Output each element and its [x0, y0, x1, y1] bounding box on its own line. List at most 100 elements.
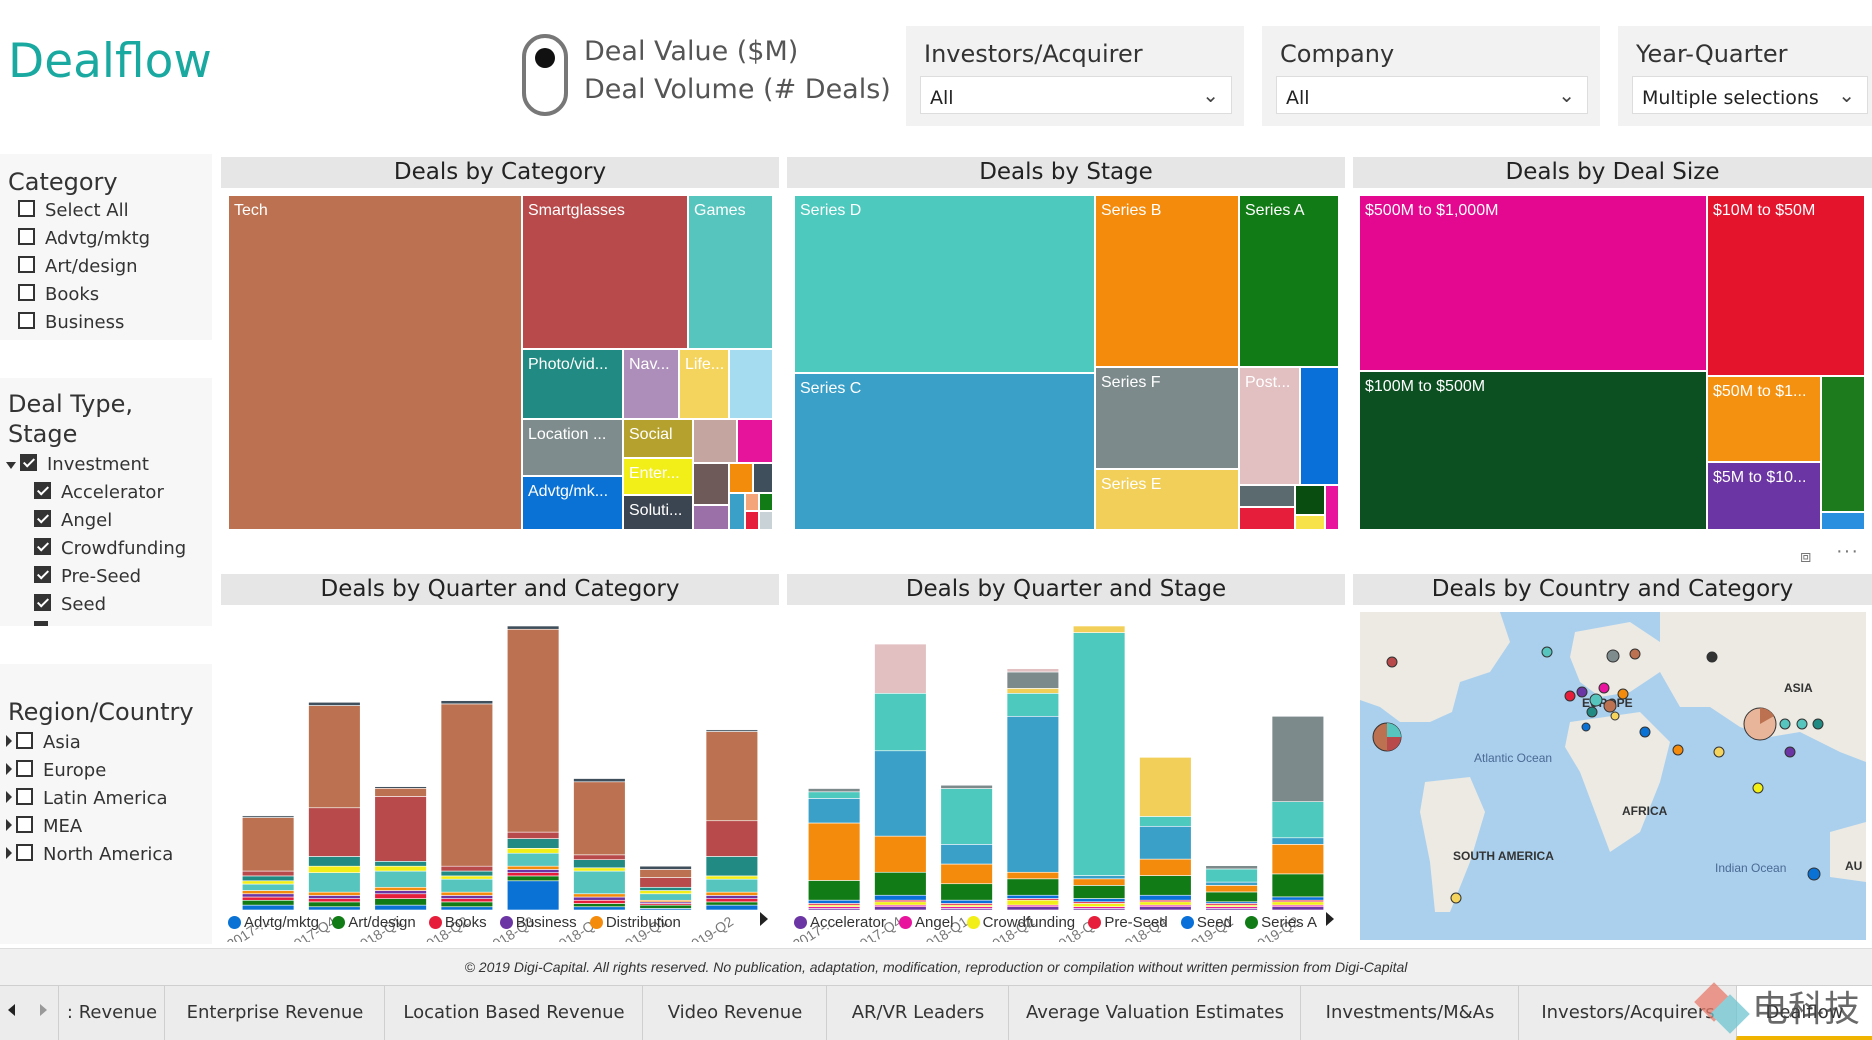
bar-segment[interactable]: [506, 628, 560, 833]
treemap-tile-nav[interactable]: Nav...: [623, 349, 679, 419]
bar-segment[interactable]: [440, 870, 494, 877]
bar-segment[interactable]: [1006, 688, 1060, 694]
bar-segment[interactable]: [308, 856, 361, 867]
tab-video-revenue[interactable]: Video Revenue: [642, 986, 827, 1040]
bar-segment[interactable]: [374, 861, 427, 867]
filter-item[interactable]: North America: [6, 844, 173, 865]
bar-segment[interactable]: [241, 870, 295, 877]
bar-segment[interactable]: [1139, 816, 1192, 827]
filter-item[interactable]: Angel: [34, 510, 112, 531]
bar-segment[interactable]: [440, 865, 494, 872]
expand-icon[interactable]: [6, 819, 12, 831]
pie-marker[interactable]: [1589, 693, 1603, 707]
bar-segment[interactable]: [374, 890, 427, 895]
bar-segment[interactable]: [241, 896, 295, 901]
bar-segment[interactable]: [807, 791, 861, 799]
pie-marker[interactable]: [1672, 744, 1684, 756]
treemap-tile[interactable]: [759, 493, 773, 511]
treemap-tile-life[interactable]: Life...: [679, 349, 729, 419]
treemap-tile-100m-500m[interactable]: $100M to $500M: [1359, 371, 1707, 530]
bar-segment[interactable]: [573, 854, 626, 860]
bar-segment[interactable]: [705, 875, 759, 880]
treemap-tile[interactable]: [1295, 515, 1325, 530]
bar-segment[interactable]: [440, 875, 494, 880]
bar-segment[interactable]: [506, 848, 560, 854]
bar-segment[interactable]: [308, 891, 361, 896]
treemap-tile[interactable]: [1325, 485, 1339, 530]
pie-marker[interactable]: [1541, 646, 1553, 658]
pie-marker[interactable]: [1779, 718, 1791, 730]
bar-segment[interactable]: [308, 901, 361, 908]
bar-segment[interactable]: [639, 893, 692, 901]
pie-marker[interactable]: [1812, 718, 1824, 730]
tab-enterprise-revenue[interactable]: Enterprise Revenue: [164, 986, 385, 1040]
bar-segment[interactable]: [807, 798, 861, 824]
filter-item[interactable]: Business: [18, 312, 124, 333]
bar-segment[interactable]: [573, 781, 626, 856]
bar-segment[interactable]: [1139, 858, 1192, 876]
tab-dealflow[interactable]: Dealflow: [1736, 986, 1872, 1040]
filter-item[interactable]: Seed: [34, 594, 106, 615]
pie-marker[interactable]: [1603, 699, 1617, 713]
bar-segment[interactable]: [807, 788, 861, 793]
bar-segment[interactable]: [241, 883, 295, 891]
bar-segment[interactable]: [1139, 875, 1192, 896]
bar-segment[interactable]: [705, 891, 759, 896]
bar-segment[interactable]: [705, 895, 759, 899]
bar-segment[interactable]: [506, 625, 560, 630]
tab-ar-vr-leaders[interactable]: AR/VR Leaders: [826, 986, 1009, 1040]
treemap-tile[interactable]: [729, 349, 773, 419]
year-quarter-dropdown[interactable]: Multiple selections ⌄: [1632, 76, 1868, 114]
bar-segment[interactable]: [308, 807, 361, 857]
tab-prev-icon[interactable]: [8, 1004, 15, 1016]
tab-average-valuation-estimates[interactable]: Average Valuation Estimates: [1008, 986, 1301, 1040]
bar-segment[interactable]: [241, 815, 295, 818]
bar-segment[interactable]: [940, 883, 993, 901]
toggle-option-value[interactable]: Deal Value ($M): [584, 36, 799, 67]
treemap-tile[interactable]: [1295, 485, 1325, 515]
bar-segment[interactable]: [374, 870, 427, 888]
bar-segment[interactable]: [1006, 894, 1060, 899]
bar-segment[interactable]: [573, 903, 626, 908]
bar-segment[interactable]: [874, 643, 927, 694]
bar-segment[interactable]: [1271, 715, 1325, 802]
bar-segment[interactable]: [874, 835, 927, 873]
pie-marker[interactable]: [1576, 686, 1588, 698]
measure-toggle[interactable]: [522, 34, 568, 116]
bar-segment[interactable]: [639, 886, 692, 891]
bar-segment[interactable]: [705, 820, 759, 857]
legend-item[interactable]: Art/design: [332, 914, 416, 931]
bar-segment[interactable]: [308, 895, 361, 899]
bar-segment[interactable]: [374, 796, 427, 862]
filter-item[interactable]: Crowdfunding: [34, 538, 186, 559]
bar-segment[interactable]: [573, 896, 626, 901]
bar-segment[interactable]: [1139, 901, 1192, 906]
bar-segment[interactable]: [573, 859, 626, 869]
pie-marker[interactable]: [1706, 651, 1718, 663]
bar-segment[interactable]: [506, 831, 560, 839]
focus-mode-icon[interactable]: ⧈: [1800, 546, 1812, 566]
bar-segment[interactable]: [1006, 668, 1060, 673]
bar-segment[interactable]: [308, 872, 361, 893]
treemap-tile[interactable]: [753, 463, 773, 493]
bar-segment[interactable]: [639, 890, 692, 895]
bar-segment[interactable]: [940, 899, 993, 904]
bar-segment[interactable]: [440, 895, 494, 899]
company-dropdown[interactable]: All ⌄: [1276, 76, 1588, 114]
bar-segment[interactable]: [874, 750, 927, 837]
bar-segment[interactable]: [308, 705, 361, 809]
tab-next-icon[interactable]: [40, 1004, 47, 1016]
treemap-tile[interactable]: [1239, 507, 1295, 530]
bar-segment[interactable]: [705, 904, 759, 911]
legend-item[interactable]: Series A: [1245, 914, 1317, 931]
tab-investors-acquirers[interactable]: Investors/Acquirers: [1518, 986, 1737, 1040]
bar-segment[interactable]: [705, 901, 759, 906]
expand-icon[interactable]: [6, 847, 12, 859]
legend-item[interactable]: Angel: [899, 914, 953, 931]
legend-item[interactable]: Pre-Seed: [1088, 914, 1168, 931]
treemap-tile-location[interactable]: Location ...: [522, 419, 623, 476]
bar-segment[interactable]: [1006, 671, 1060, 689]
bar-segment[interactable]: [241, 899, 295, 906]
bar-segment[interactable]: [573, 899, 626, 904]
bar-segment[interactable]: [506, 872, 560, 877]
